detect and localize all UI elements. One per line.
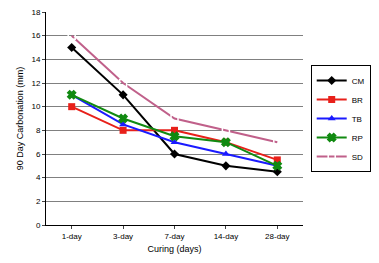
svg-text:RP: RP [352, 134, 363, 143]
svg-text:8: 8 [36, 126, 41, 135]
svg-text:Curing (days): Curing (days) [147, 244, 201, 254]
svg-text:2: 2 [36, 197, 41, 206]
svg-text:6: 6 [36, 150, 41, 159]
svg-text:90 Day Carbonation (mm): 90 Day Carbonation (mm) [15, 67, 25, 171]
svg-text:18: 18 [31, 8, 40, 17]
svg-text:10: 10 [31, 102, 40, 111]
svg-text:14: 14 [31, 55, 40, 64]
svg-text:3-day: 3-day [113, 232, 133, 241]
svg-text:7-day: 7-day [164, 232, 184, 241]
svg-text:28-day: 28-day [265, 232, 289, 241]
svg-text:12: 12 [31, 79, 40, 88]
svg-text:0: 0 [36, 221, 41, 230]
svg-text:SD: SD [352, 153, 363, 162]
svg-text:1-day: 1-day [62, 232, 82, 241]
svg-text:BR: BR [352, 96, 363, 105]
svg-text:14-day: 14-day [214, 232, 238, 241]
svg-text:TB: TB [352, 115, 362, 124]
svg-text:4: 4 [36, 173, 41, 182]
svg-text:16: 16 [31, 31, 40, 40]
svg-text:CM: CM [352, 77, 365, 86]
